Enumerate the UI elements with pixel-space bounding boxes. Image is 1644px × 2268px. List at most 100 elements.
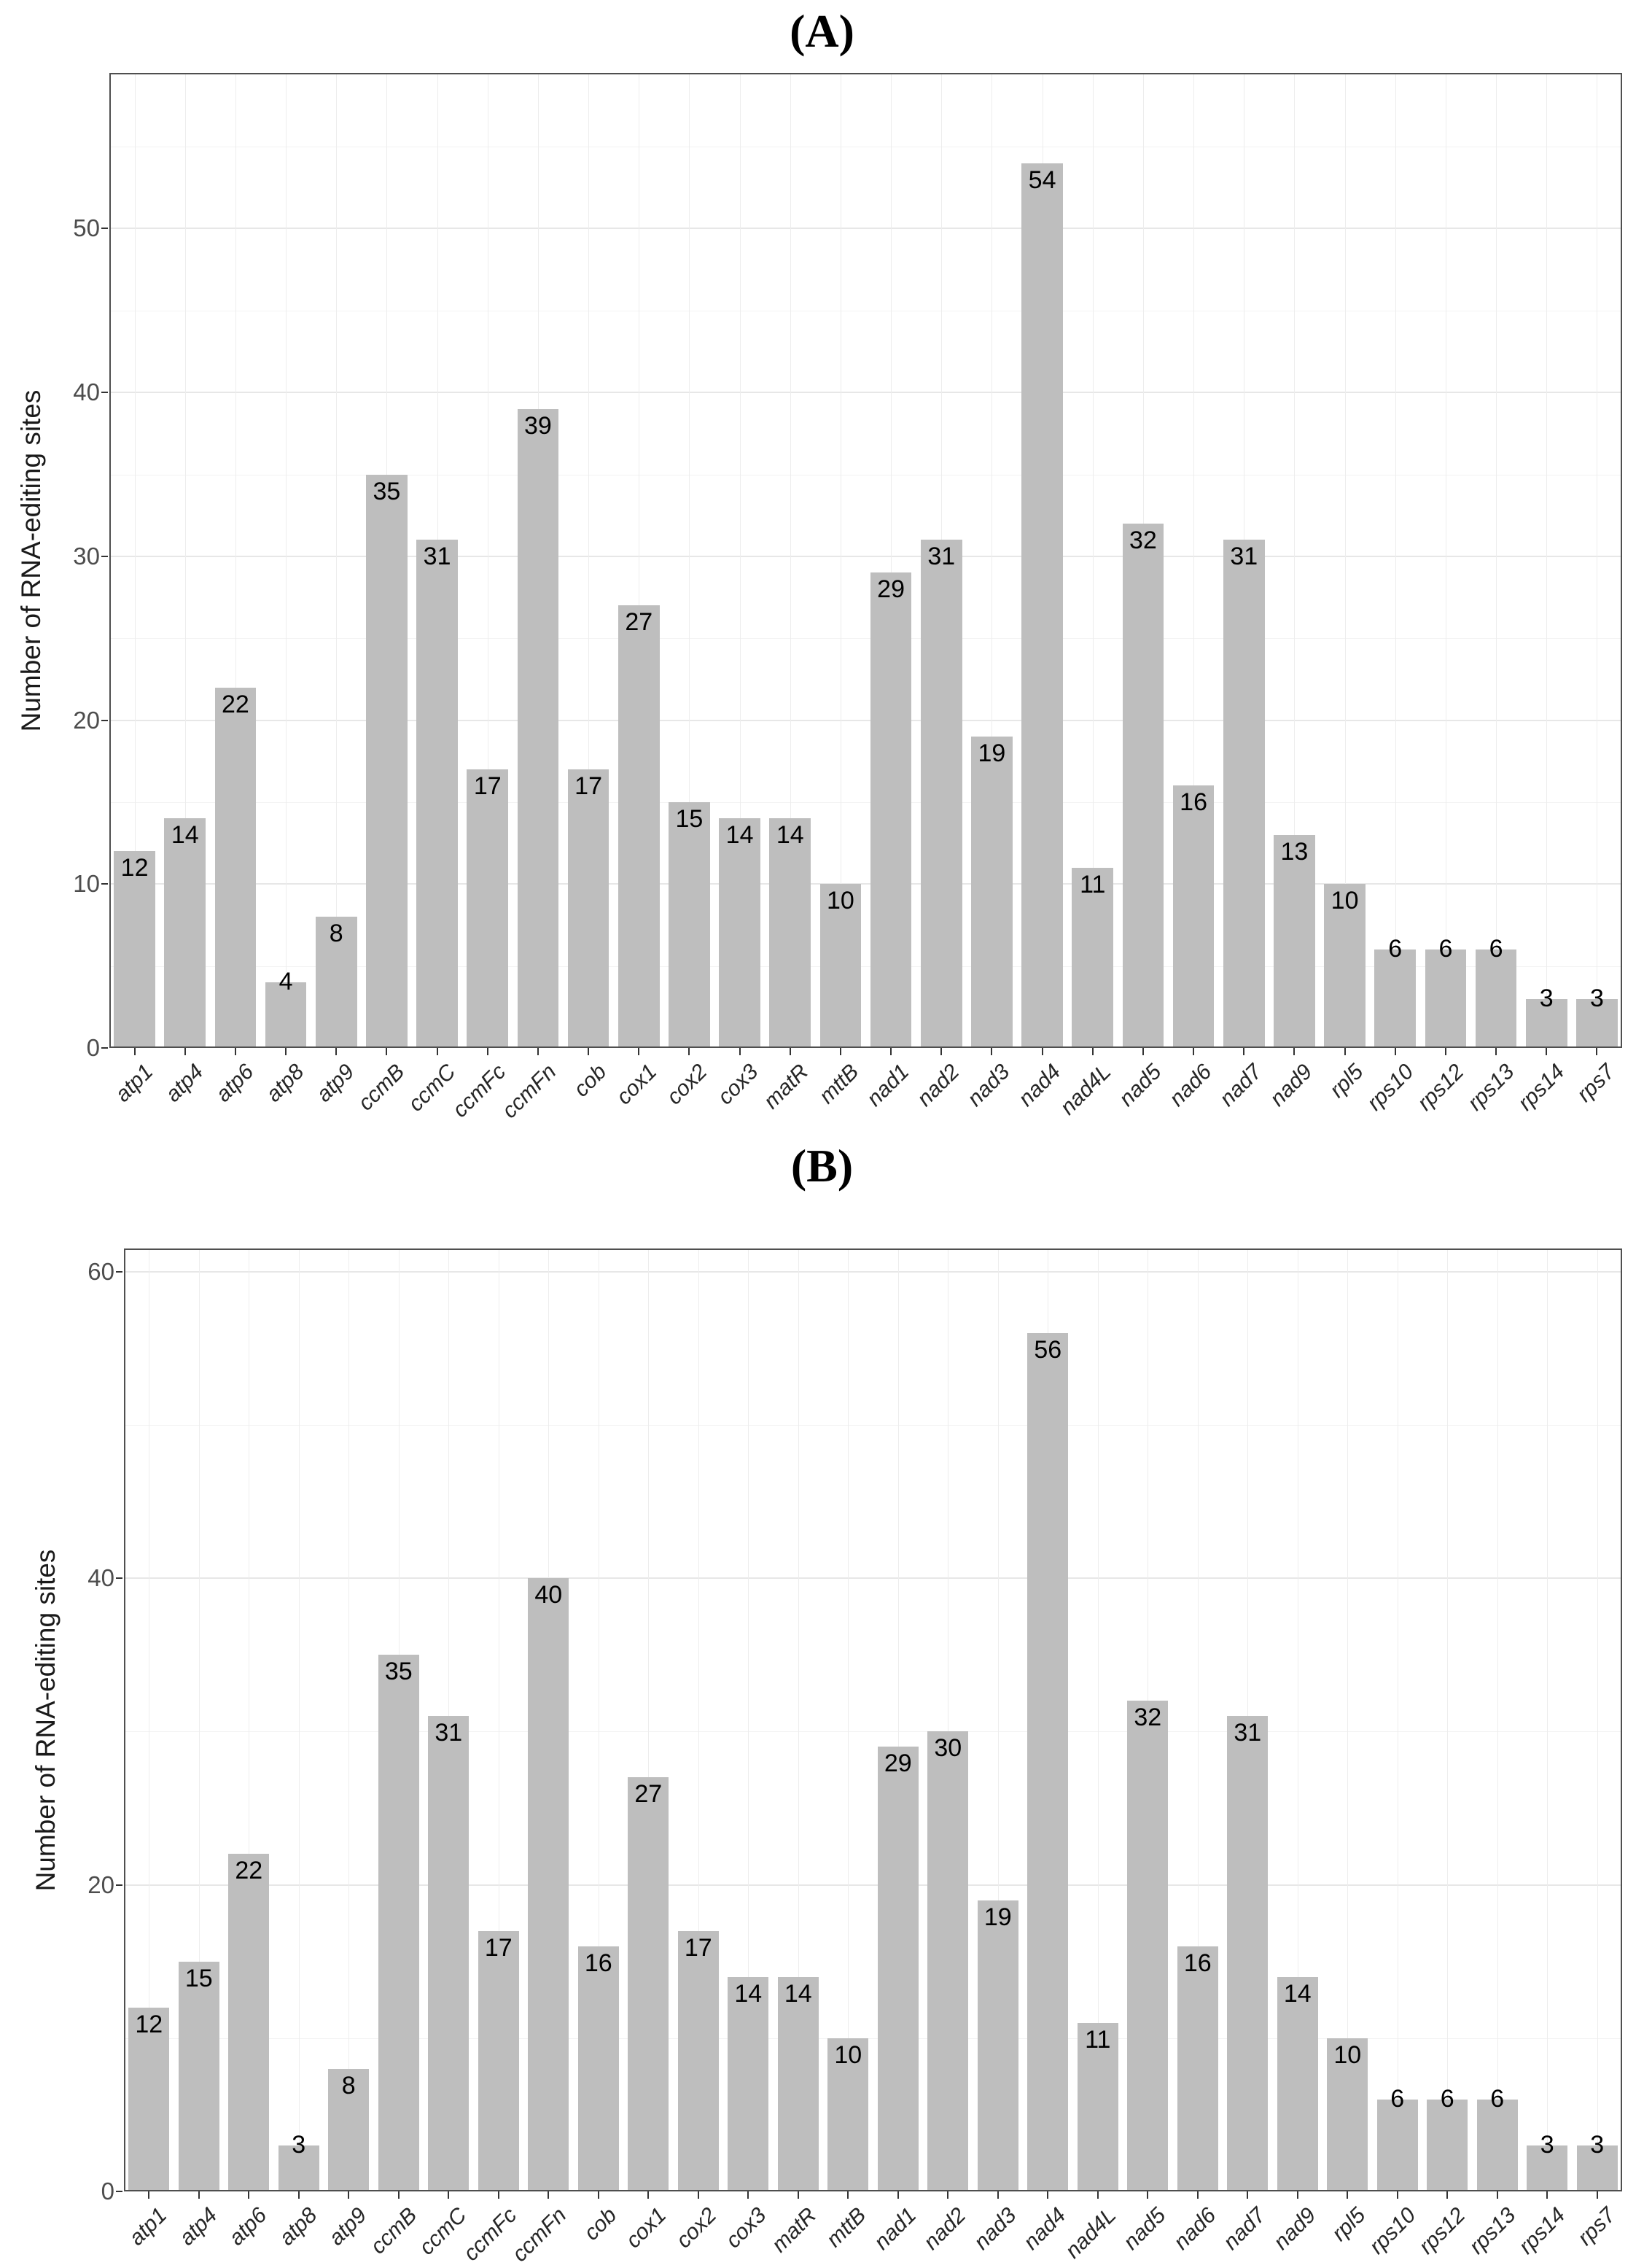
bar-ccmB <box>366 474 408 1046</box>
gridline-vertical <box>798 1250 799 2190</box>
x-axis-tick <box>497 2191 499 2199</box>
chart-a-title: (A) <box>790 5 854 57</box>
bar-nad2 <box>927 1731 969 2190</box>
gridline-vertical <box>184 74 186 1046</box>
x-axis-tick <box>647 2191 650 2199</box>
x-axis-tick <box>1142 1048 1144 1055</box>
gridline-vertical <box>739 74 741 1046</box>
x-axis-tick <box>1347 2191 1349 2199</box>
bar-atp1 <box>114 851 155 1046</box>
y-tick-label: 50 <box>73 214 100 242</box>
gridline-vertical <box>1193 74 1195 1046</box>
x-axis-tick <box>397 2191 400 2199</box>
bar-ccmFn <box>517 408 559 1046</box>
x-axis-tick <box>1446 2191 1449 2199</box>
x-axis-tick <box>1495 1048 1497 1055</box>
x-axis-tick <box>991 1048 993 1055</box>
bar-value-label: 3 <box>1589 984 1604 1012</box>
x-axis-tick <box>133 1048 136 1055</box>
bar-rps13 <box>1475 949 1517 1046</box>
bar-value-label: 31 <box>1234 1719 1262 1747</box>
bar-value-label: 10 <box>834 2040 862 2069</box>
bar-nad2 <box>920 540 962 1046</box>
gridline-major <box>111 555 1621 557</box>
y-tick-label: 20 <box>73 706 100 734</box>
x-axis-tick <box>747 2191 749 2199</box>
x-axis-tick <box>548 2191 550 2199</box>
x-axis-tick <box>1096 2191 1099 2199</box>
gridline-vertical <box>1547 1250 1548 2190</box>
chart-b-panel <box>124 1248 1622 2191</box>
bar-value-label: 14 <box>1283 1979 1312 2008</box>
y-axis-tick <box>101 555 108 557</box>
gridline-major <box>125 1884 1621 1886</box>
bar-value-label: 10 <box>1333 2040 1362 2069</box>
gridline-minor <box>111 966 1621 967</box>
x-axis-tick <box>234 1048 236 1055</box>
y-axis-tick <box>116 1270 122 1273</box>
x-axis-tick <box>1047 2191 1049 2199</box>
y-tick-label: 20 <box>87 1871 114 1898</box>
gridline-major <box>111 228 1621 230</box>
y-tick-label: 10 <box>73 870 100 898</box>
bar-ccmFc <box>467 769 509 1046</box>
bar-value-label: 27 <box>634 1780 663 1809</box>
bar-value-label: 3 <box>1590 2130 1605 2159</box>
gridline-vertical <box>1395 74 1396 1046</box>
bar-ccmC <box>416 540 458 1046</box>
x-axis-tick <box>1396 2191 1398 2199</box>
bar-mttB <box>819 884 862 1046</box>
bar-nad7 <box>1227 1716 1269 2190</box>
x-axis-tick <box>847 2191 849 2199</box>
x-axis-tick <box>386 1048 388 1055</box>
bar-atp8 <box>278 2145 319 2190</box>
bar-rps12 <box>1425 949 1467 1046</box>
gridline-vertical <box>748 1250 749 2190</box>
gridline-vertical <box>348 1250 350 2190</box>
bar-value-label: 40 <box>534 1581 563 1609</box>
gridline-vertical <box>897 1250 899 2190</box>
gridline-minor <box>111 638 1621 640</box>
bar-cox2 <box>677 1930 719 2190</box>
bar-value-label: 35 <box>384 1658 413 1686</box>
bar-value-label: 6 <box>1438 935 1453 963</box>
bar-rps12 <box>1427 2099 1468 2190</box>
x-axis-tick <box>1247 2191 1249 2199</box>
gridline-vertical <box>891 74 892 1046</box>
x-axis-tick <box>1444 1048 1446 1055</box>
bar-atp9 <box>315 917 357 1046</box>
bar-nad4L <box>1072 867 1114 1046</box>
bar-value-label: 22 <box>221 690 249 718</box>
bar-value-label: 35 <box>373 477 401 505</box>
gridline-vertical <box>689 74 690 1046</box>
gridline-minor <box>111 801 1621 803</box>
bar-ccmFc <box>478 1930 519 2190</box>
x-axis-tick <box>1546 2191 1548 2199</box>
x-axis-tick <box>789 1048 791 1055</box>
bar-value-label: 31 <box>1230 543 1258 571</box>
y-axis-tick <box>101 883 108 885</box>
bar-value-label: 10 <box>1331 887 1359 915</box>
bar-cox3 <box>728 1976 769 2190</box>
bar-value-label: 6 <box>1490 2084 1505 2113</box>
x-axis-tick <box>1596 1048 1598 1055</box>
x-axis-tick <box>148 2191 150 2199</box>
bar-rps14 <box>1527 2145 1568 2190</box>
bar-matR <box>769 818 811 1046</box>
gridline-vertical <box>1597 1250 1598 2190</box>
bar-ccmC <box>428 1716 470 2190</box>
bar-value-label: 19 <box>983 1903 1012 1931</box>
x-axis-tick <box>947 2191 949 2199</box>
bar-atp9 <box>328 2068 370 2190</box>
bar-cox2 <box>669 801 710 1046</box>
x-axis-tick <box>1147 2191 1149 2199</box>
bar-value-label: 8 <box>341 2071 356 2100</box>
bar-value-label: 14 <box>734 1979 763 2008</box>
gridline-vertical <box>235 74 236 1046</box>
gridline-vertical <box>1447 1250 1449 2190</box>
x-axis-tick <box>1193 1048 1195 1055</box>
bar-atp4 <box>178 1961 219 2190</box>
y-axis-tick <box>116 2191 122 2192</box>
gridline-vertical <box>1344 74 1346 1046</box>
gridline-vertical <box>1546 74 1548 1046</box>
